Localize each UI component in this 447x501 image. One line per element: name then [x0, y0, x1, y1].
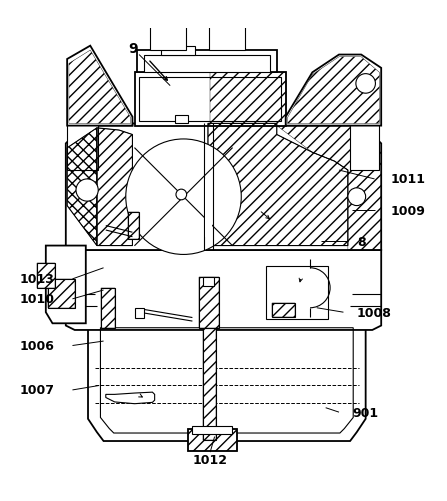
- Text: 1010: 1010: [19, 293, 54, 306]
- Text: 9: 9: [128, 42, 138, 56]
- Bar: [350, 69, 379, 171]
- Bar: [209, 27, 245, 51]
- Text: 1009: 1009: [390, 204, 425, 217]
- Bar: [48, 280, 75, 308]
- Text: 1012: 1012: [192, 453, 228, 466]
- Circle shape: [126, 140, 241, 255]
- Bar: [202, 328, 215, 440]
- Bar: [135, 73, 286, 126]
- Bar: [272, 304, 295, 317]
- Circle shape: [348, 188, 366, 206]
- Bar: [272, 304, 295, 317]
- Bar: [188, 429, 237, 451]
- Bar: [137, 51, 277, 73]
- Text: 901: 901: [352, 406, 379, 419]
- Bar: [188, 429, 237, 451]
- Bar: [161, 47, 194, 56]
- Text: 8: 8: [357, 235, 365, 248]
- Bar: [202, 277, 214, 286]
- Polygon shape: [106, 392, 155, 404]
- Bar: [199, 277, 219, 328]
- Polygon shape: [66, 124, 381, 250]
- Polygon shape: [88, 328, 366, 441]
- Bar: [205, 179, 211, 237]
- Polygon shape: [286, 56, 381, 126]
- Bar: [175, 115, 188, 124]
- Bar: [139, 78, 281, 122]
- Text: 1006: 1006: [19, 339, 54, 352]
- Bar: [37, 264, 55, 288]
- Circle shape: [176, 190, 187, 200]
- Polygon shape: [46, 246, 86, 324]
- Bar: [128, 213, 139, 239]
- Bar: [67, 69, 98, 171]
- Bar: [101, 288, 115, 328]
- Bar: [101, 288, 115, 328]
- Text: 1013: 1013: [19, 273, 54, 286]
- Bar: [37, 264, 55, 288]
- Bar: [150, 27, 186, 51]
- Circle shape: [76, 179, 98, 202]
- Polygon shape: [66, 250, 381, 330]
- Bar: [199, 277, 219, 328]
- Circle shape: [356, 75, 375, 94]
- Polygon shape: [67, 47, 132, 126]
- Bar: [135, 308, 144, 318]
- Text: 1008: 1008: [357, 306, 392, 319]
- Text: 1011: 1011: [390, 173, 425, 186]
- Bar: [266, 266, 328, 319]
- Bar: [143, 56, 270, 73]
- Bar: [210, 73, 286, 126]
- Bar: [202, 328, 215, 440]
- Text: 1007: 1007: [19, 384, 54, 397]
- Bar: [192, 426, 232, 434]
- Bar: [128, 213, 139, 239]
- Bar: [48, 280, 75, 308]
